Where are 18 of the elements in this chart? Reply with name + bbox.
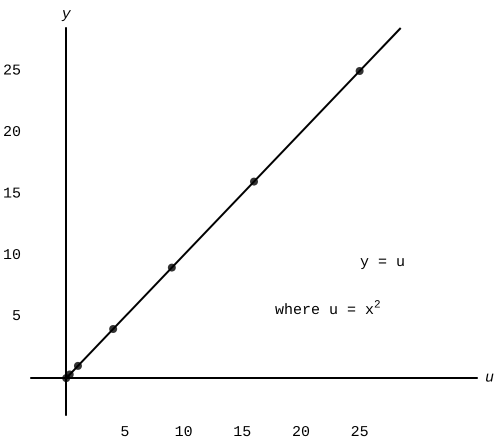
- x-tick-label: 10: [174, 424, 193, 440]
- x-tick-label: 25: [350, 424, 369, 440]
- y-tick-label: 20: [2, 124, 22, 141]
- point: [74, 362, 82, 370]
- point: [109, 325, 118, 333]
- y-tick-label: 15: [2, 185, 22, 202]
- x-tick-label: 20: [292, 424, 310, 440]
- y-axis-title: y: [60, 6, 72, 23]
- point: [250, 178, 258, 186]
- annotation: y = u: [360, 254, 406, 271]
- x-tick-label: 5: [120, 424, 130, 440]
- x-tick-label: 15: [233, 424, 252, 440]
- y-tick-label: 5: [12, 308, 22, 326]
- y-tick-label: 10: [2, 246, 22, 264]
- x-axis-title: u: [485, 370, 494, 387]
- y-tick-label: 25: [2, 62, 22, 80]
- point: [168, 264, 176, 272]
- point: [356, 67, 364, 75]
